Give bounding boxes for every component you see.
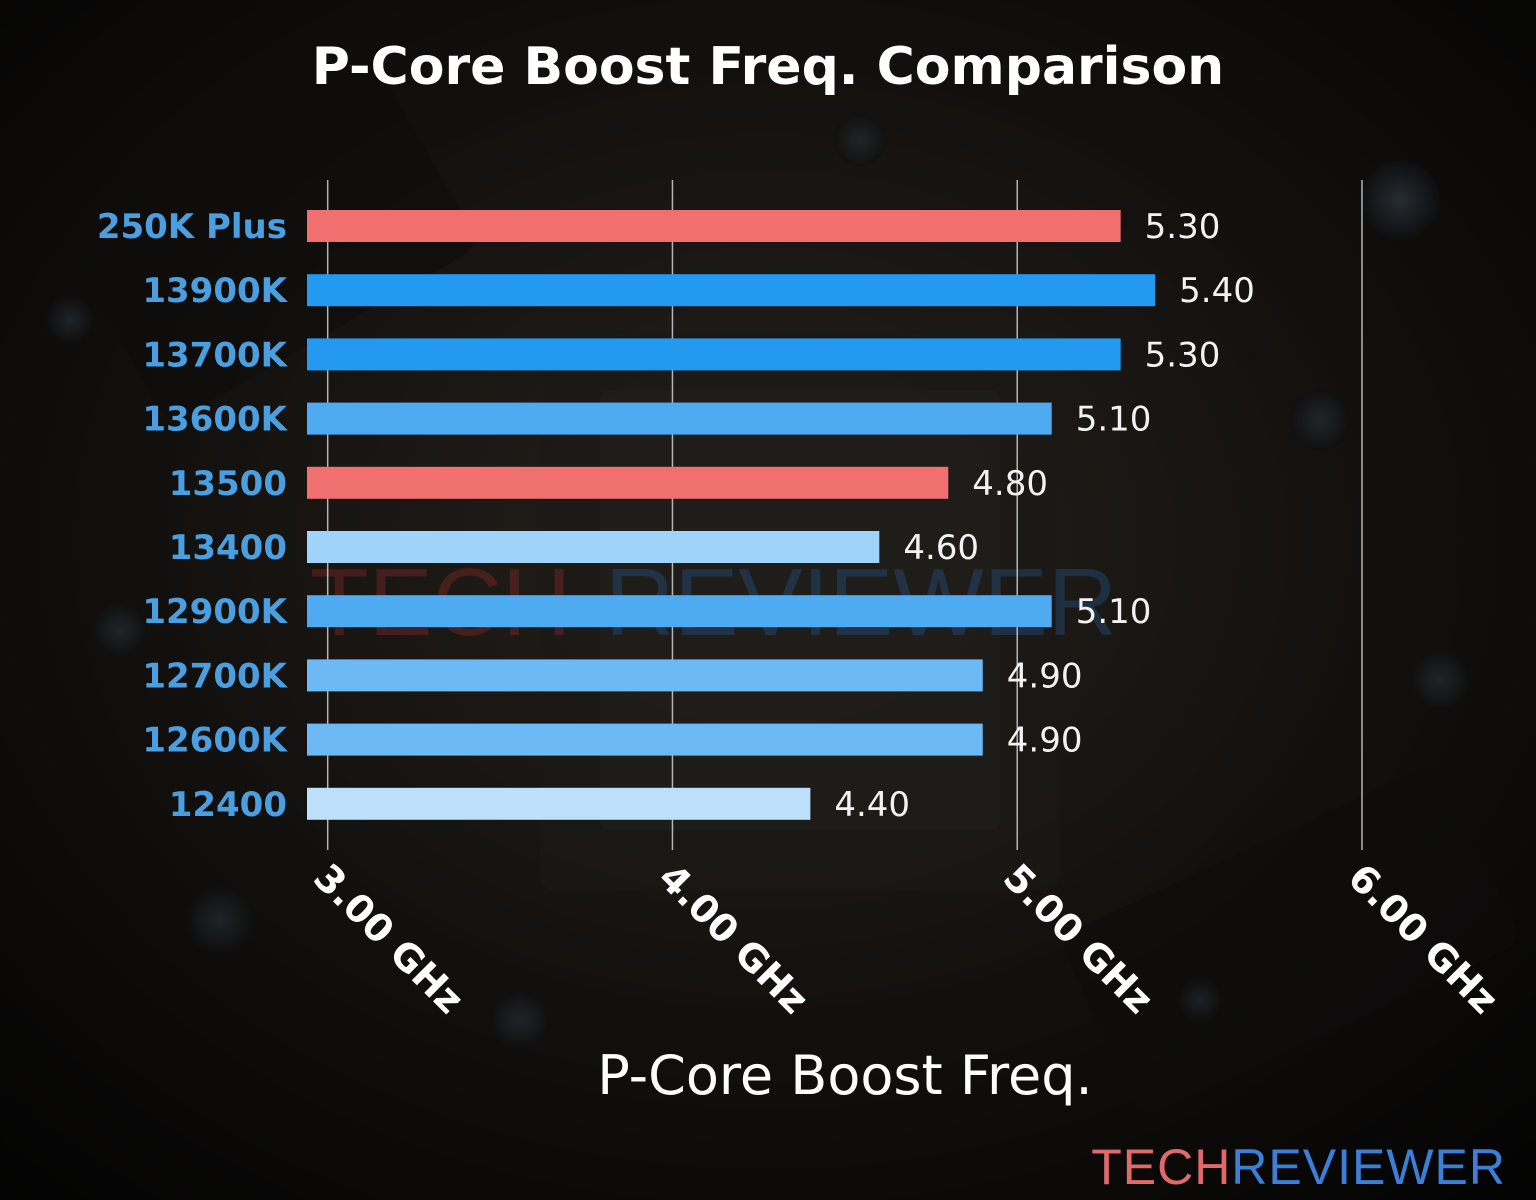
value-label-3: 5.10 <box>1076 400 1152 440</box>
logo-tech-text: TECH <box>1091 1139 1232 1195</box>
brand-logo: TECHREVIEWER <box>1091 1142 1506 1192</box>
bar-3 <box>307 402 1052 435</box>
category-labels: 250K Plus 13900K 13700K 13600K 13500 13400 129… <box>97 207 289 825</box>
value-label-5: 4.60 <box>903 528 979 568</box>
logo-reviewer-text: REVIEWER <box>1231 1139 1506 1195</box>
category-label-0: 250K Plus <box>97 207 287 247</box>
category-label-6: 12900K <box>142 592 288 632</box>
bar-0 <box>307 210 1121 242</box>
x-axis-label: P-Core Boost Freq. <box>597 1044 1092 1107</box>
x-tick-labels: 3.00 GHz 4.00 GHz 5.00 GHz 6.00 GHz <box>305 855 1506 1022</box>
bar-8 <box>307 723 983 756</box>
category-label-7: 12700K <box>142 656 288 696</box>
value-label-7: 4.90 <box>1007 656 1083 696</box>
category-label-4: 13500 <box>169 464 287 504</box>
value-label-4: 4.80 <box>972 464 1048 504</box>
value-label-2: 5.30 <box>1145 335 1221 375</box>
x-tick-label-0: 3.00 GHz <box>305 855 472 1022</box>
category-label-5: 13400 <box>169 528 287 568</box>
x-tick-label-1: 4.00 GHz <box>650 855 817 1022</box>
value-labels: 5.30 5.40 5.30 5.10 4.80 4.60 5.10 4.90 4.90 4.40 <box>834 207 1254 825</box>
bar-7 <box>307 659 983 692</box>
category-label-2: 13700K <box>142 335 288 375</box>
bar-5 <box>307 531 880 563</box>
value-label-1: 5.40 <box>1179 271 1255 311</box>
bar-9 <box>307 787 811 820</box>
chart-title: P-Core Boost Freq. Comparison <box>312 37 1224 97</box>
bar-4 <box>307 466 949 499</box>
value-label-9: 4.40 <box>834 785 910 825</box>
bar-1 <box>307 274 1156 307</box>
category-label-9: 12400 <box>169 785 287 825</box>
x-tick-label-3: 6.00 GHz <box>1340 855 1507 1022</box>
x-tick-label-2: 5.00 GHz <box>995 855 1162 1022</box>
category-label-1: 13900K <box>142 271 288 311</box>
bar-6 <box>307 595 1052 628</box>
value-label-6: 5.10 <box>1076 592 1152 632</box>
bar-2 <box>307 338 1121 371</box>
value-label-8: 4.90 <box>1007 721 1083 761</box>
value-label-0: 5.30 <box>1145 207 1221 247</box>
category-label-3: 13600K <box>142 400 288 440</box>
category-label-8: 12600K <box>142 721 288 761</box>
bars <box>307 210 1156 820</box>
